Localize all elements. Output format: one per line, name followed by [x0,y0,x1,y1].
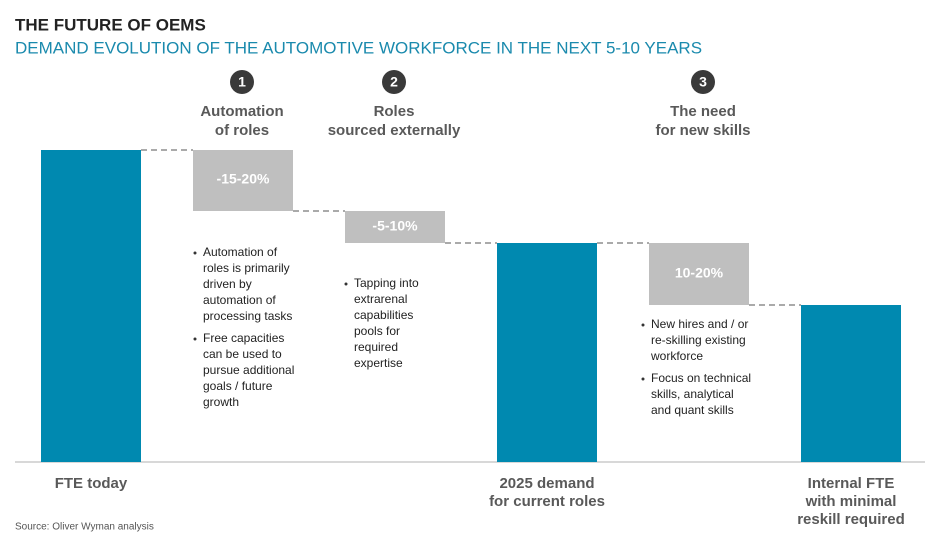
change-box [193,150,293,211]
step-heading: sourced externally [328,122,461,139]
total-label: 2025 demand [499,475,594,492]
bullet-text: Free capacities [203,331,284,345]
bullet-text: can be used to [203,347,282,361]
step-badge [382,70,406,94]
bullet-text: goals / future [203,379,273,393]
total-label: Internal FTE [808,475,895,492]
bullet-text: Automation of [203,245,278,259]
bullet-dot [344,282,348,286]
bullet-text: workforce [650,349,703,363]
bullet-text: roles is primarily [203,261,290,275]
total-bar [497,243,597,462]
step-number: 1 [238,74,246,90]
step-number: 2 [390,74,398,90]
step-heading: Automation [200,103,283,120]
change-label: -5-10% [372,218,418,234]
total-label: for current roles [489,493,605,510]
change-label: 10-20% [675,265,724,281]
change-box [649,243,749,305]
bullet-text: pools for [354,324,400,338]
bullet-text: skills, analytical [651,387,734,401]
bullet-text: New hires and / or [651,317,748,331]
bullet-text: expertise [354,356,403,370]
step-badge [230,70,254,94]
bullet-text: automation of [203,293,276,307]
total-label: reskill required [797,511,905,528]
bullet-dot [193,337,197,341]
bullet-text: required [354,340,398,354]
step-heading: for new skills [655,122,750,139]
connectors [141,149,801,306]
bullet-text: extrarenal [354,292,407,306]
change-box [345,211,445,243]
bullet-text: pursue additional [203,363,294,377]
total-bar [801,305,901,462]
step-heading: The need [670,103,736,120]
bullet-text: re-skilling existing [651,333,746,347]
bullet-text: driven by [203,277,252,291]
bullet-text: growth [203,395,239,409]
bullet-text: capabilities [354,308,413,322]
source: Source: Oliver Wyman analysis [15,522,154,533]
subtitle: DEMAND EVOLUTION OF THE AUTOMOTIVE WORKF… [15,38,702,57]
step-heading: Roles [374,103,415,120]
total-label: FTE today [55,475,128,492]
change-label: -15-20% [217,171,270,187]
total-bar [41,150,141,462]
step-heading: of roles [215,122,269,139]
bullet-dot [641,323,645,327]
bullet-dot [641,377,645,381]
bullet-dot [193,251,197,255]
step-badge [691,70,715,94]
title: THE FUTURE OF OEMS [15,15,206,34]
bullet-text: Tapping into [354,276,419,290]
bullet-text: processing tasks [203,309,292,323]
total-label: with minimal [805,493,897,510]
bullet-text: and quant skills [651,403,734,417]
bullet-text: Focus on technical [651,371,751,385]
step-number: 3 [699,74,707,90]
